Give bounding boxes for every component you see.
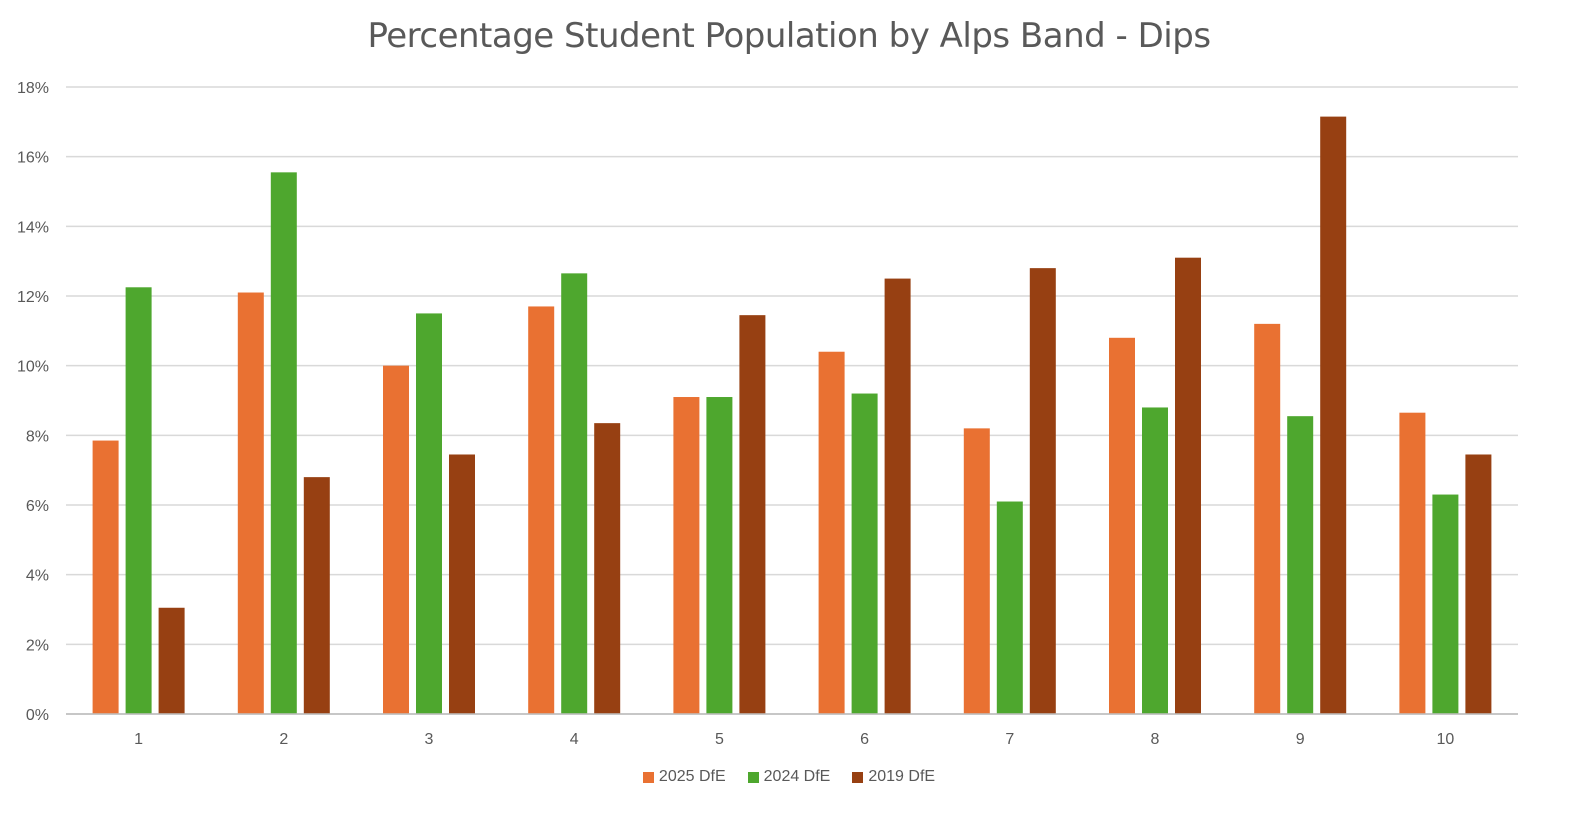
- x-tick-label: 3: [425, 731, 434, 748]
- bar-2025-dfe-band-2[interactable]: [237, 292, 264, 714]
- bar-2024-dfe-band-8[interactable]: [1142, 407, 1168, 714]
- x-tick-label: 1: [134, 731, 143, 748]
- bar-2024-dfe-band-5[interactable]: [706, 397, 733, 714]
- y-tick-label: 6%: [26, 498, 49, 515]
- x-tick-label: 7: [1005, 731, 1014, 748]
- y-tick-label: 0%: [26, 707, 49, 724]
- legend-label-2019: 2019 DfE: [868, 768, 936, 785]
- y-tick-label: 2%: [26, 637, 49, 654]
- bar-2025-dfe-band-9[interactable]: [1254, 323, 1281, 714]
- bar-2024-dfe-band-3[interactable]: [416, 313, 442, 714]
- x-tick-label: 10: [1437, 731, 1455, 748]
- bar-2019-dfe-band-10[interactable]: [1465, 454, 1492, 714]
- bar-2019-dfe-band-7[interactable]: [1029, 268, 1056, 714]
- legend-swatch-2025: [642, 771, 654, 783]
- legend-label-2025: 2025 DfE: [658, 768, 726, 785]
- bar-2019-dfe-band-4[interactable]: [594, 423, 621, 714]
- bar-2019-dfe-band-3[interactable]: [449, 454, 475, 714]
- x-tick-label: 4: [570, 731, 579, 748]
- bar-2025-dfe-band-10[interactable]: [1399, 412, 1426, 714]
- y-tick-label: 12%: [17, 289, 49, 306]
- bar-2019-dfe-band-9[interactable]: [1320, 116, 1347, 714]
- bar-2019-dfe-band-5[interactable]: [739, 315, 766, 714]
- bar-2024-dfe-band-6[interactable]: [851, 393, 878, 714]
- legend-label-2024: 2024 DfE: [763, 768, 831, 785]
- bar-2024-dfe-band-9[interactable]: [1287, 416, 1314, 714]
- legend-item-2024[interactable]: 2024 DfE: [747, 768, 831, 786]
- x-tick-label: 8: [1151, 731, 1160, 748]
- bar-2025-dfe-band-5[interactable]: [673, 397, 700, 714]
- y-tick-label: 8%: [26, 428, 49, 445]
- chart-title: Percentage Student Population by Alps Ba…: [367, 16, 1211, 56]
- bar-2025-dfe-band-3[interactable]: [383, 365, 409, 714]
- bar-2019-dfe-band-2[interactable]: [303, 477, 330, 714]
- bar-2025-dfe-band-7[interactable]: [963, 428, 990, 714]
- chart-legend: 2025 DfE 2024 DfE 2019 DfE: [0, 768, 1578, 786]
- legend-swatch-2024: [747, 771, 759, 783]
- bar-2024-dfe-band-2[interactable]: [270, 172, 297, 714]
- bar-2025-dfe-band-4[interactable]: [528, 306, 555, 714]
- legend-item-2025[interactable]: 2025 DfE: [642, 768, 726, 786]
- y-tick-label: 18%: [17, 80, 49, 97]
- bar-2024-dfe-band-4[interactable]: [561, 273, 588, 714]
- x-tick-label: 6: [860, 731, 869, 748]
- bar-2019-dfe-band-6[interactable]: [884, 278, 911, 714]
- y-tick-label: 14%: [17, 219, 49, 236]
- x-tick-label: 9: [1296, 731, 1305, 748]
- x-tick-label: 5: [715, 731, 724, 748]
- y-tick-label: 10%: [17, 359, 49, 376]
- y-tick-label: 4%: [26, 568, 49, 585]
- legend-item-2019[interactable]: 2019 DfE: [852, 768, 935, 786]
- y-tick-label: 16%: [17, 150, 49, 167]
- bar-2024-dfe-band-7[interactable]: [996, 501, 1023, 714]
- bar-2025-dfe-band-8[interactable]: [1109, 337, 1135, 714]
- x-tick-label: 2: [279, 731, 288, 748]
- bar-2024-dfe-band-10[interactable]: [1432, 494, 1459, 714]
- bar-2024-dfe-band-1[interactable]: [125, 287, 152, 714]
- legend-swatch-2019: [852, 771, 864, 783]
- bar-2025-dfe-band-6[interactable]: [818, 351, 845, 714]
- bar-2025-dfe-band-1[interactable]: [92, 440, 119, 714]
- bar-2019-dfe-band-8[interactable]: [1175, 257, 1201, 714]
- bar-2019-dfe-band-1[interactable]: [158, 607, 185, 714]
